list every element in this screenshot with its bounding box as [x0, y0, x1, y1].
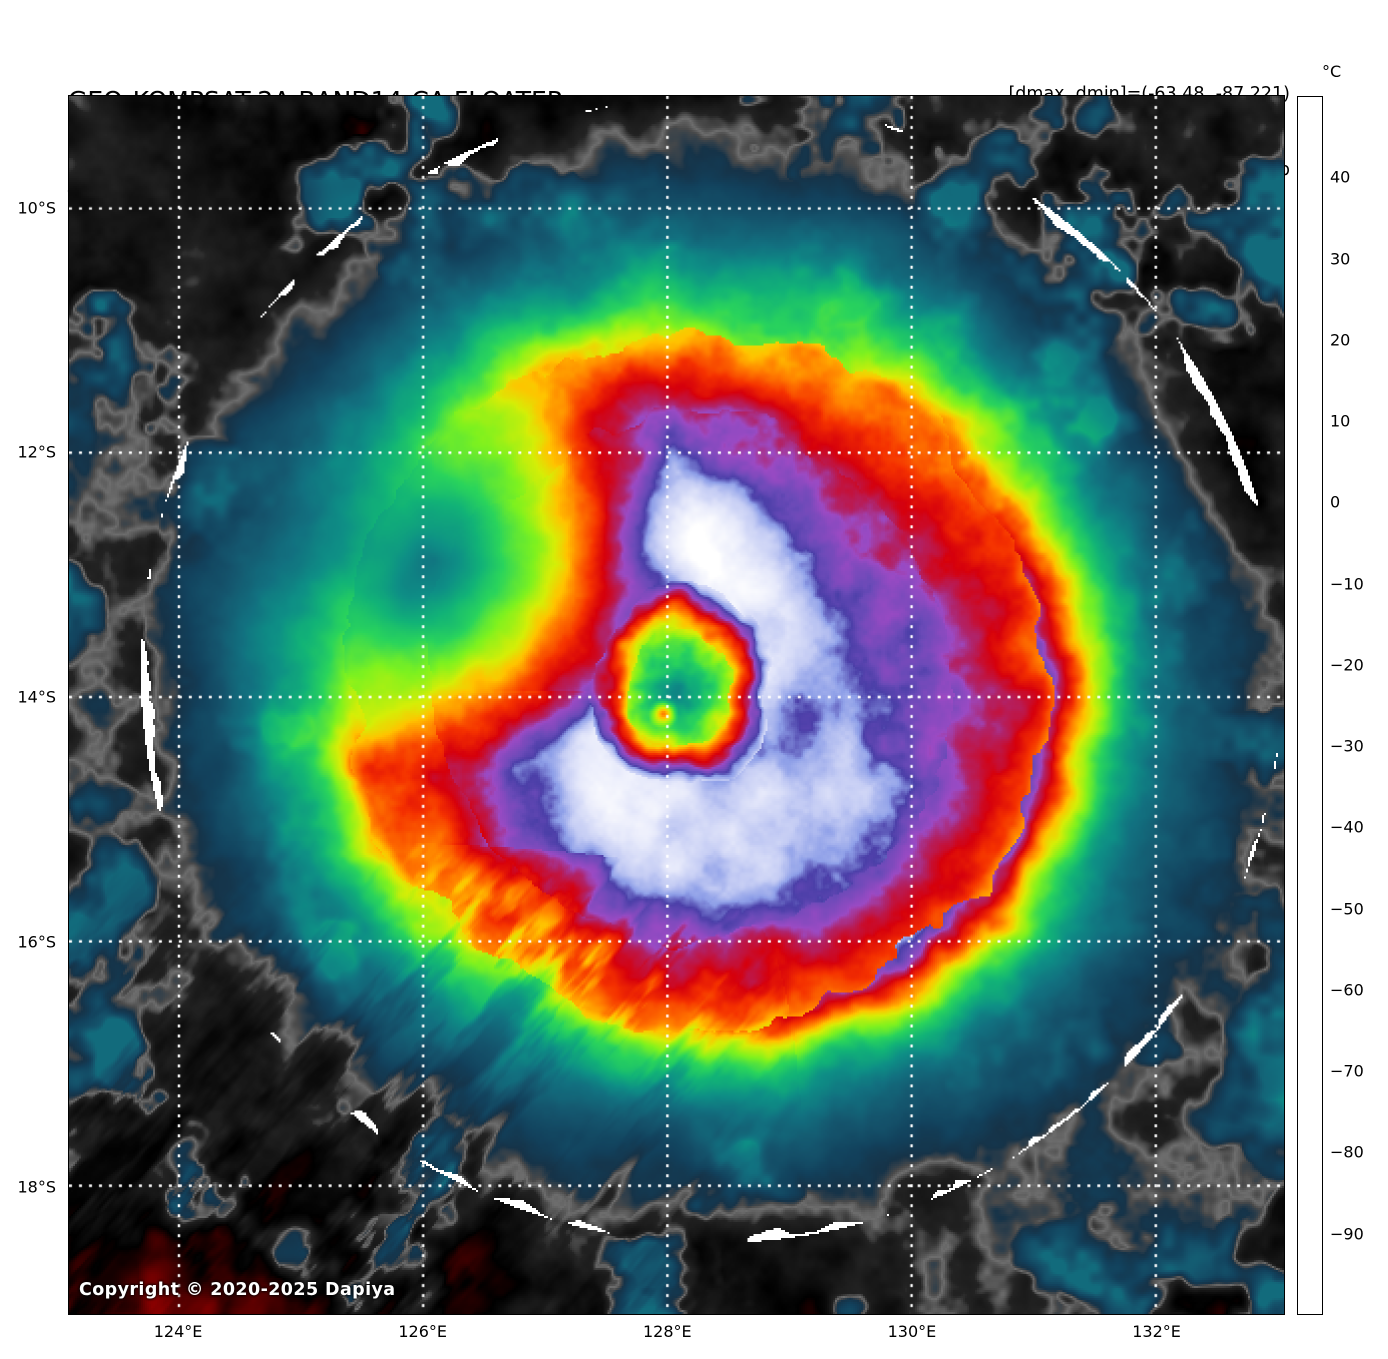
- y-tick-2: 14°S: [17, 687, 56, 707]
- x-tick-2: 128°E: [642, 1322, 692, 1341]
- y-tick-4: 18°S: [17, 1177, 56, 1196]
- x-tick-3: 130°E: [887, 1322, 937, 1341]
- colorbar-tick-8: −40: [1330, 817, 1364, 837]
- colorbar-tick-13: −90: [1330, 1224, 1364, 1244]
- colorbar-gradient: [1298, 97, 1322, 1314]
- colorbar-tick-12: −80: [1330, 1142, 1364, 1162]
- colorbar-tick-10: −60: [1330, 980, 1364, 1000]
- colorbar-tick-1: 30: [1330, 249, 1351, 269]
- colorbar-tick-2: 20: [1330, 330, 1351, 350]
- colorbar-tick-6: −20: [1330, 655, 1364, 675]
- copyright-label: Copyright © 2020-2025 Dapiya: [79, 1280, 396, 1300]
- colorbar-tick-0: 40: [1330, 167, 1351, 187]
- colorbar-tick-3: 10: [1330, 411, 1351, 431]
- colorbar-unit-label: °C: [1322, 62, 1342, 81]
- temperature-colorbar[interactable]: [1297, 96, 1323, 1315]
- colorbar-tick-9: −50: [1330, 899, 1364, 919]
- satellite-image-plot[interactable]: Copyright © 2020-2025 Dapiya: [68, 95, 1285, 1315]
- y-tick-1: 12°S: [17, 442, 56, 462]
- y-tick-3: 16°S: [17, 932, 56, 952]
- colorbar-tick-4: 0: [1330, 492, 1341, 512]
- x-tick-4: 132°E: [1132, 1322, 1181, 1341]
- colorbar-tick-11: −70: [1330, 1061, 1364, 1081]
- colorbar-tick-7: −30: [1330, 736, 1364, 756]
- x-tick-0: 124°E: [153, 1322, 203, 1341]
- x-tick-1: 126°E: [398, 1322, 448, 1341]
- colorbar-tick-5: −10: [1330, 574, 1364, 594]
- infrared-imagery-canvas: [69, 96, 1284, 1314]
- y-tick-0: 10°S: [17, 198, 56, 218]
